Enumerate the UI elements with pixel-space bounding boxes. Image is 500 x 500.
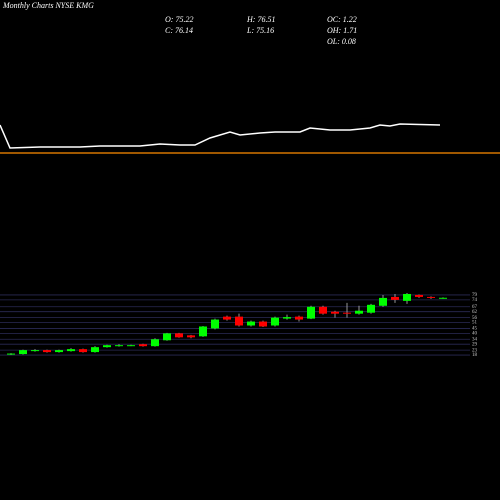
y-tick-label: 18 <box>472 353 478 358</box>
candle-body <box>343 312 351 314</box>
candle-body <box>31 350 39 352</box>
candle-body <box>115 345 123 347</box>
candle-body <box>439 297 447 299</box>
ohlc-info: L: 75.16 <box>246 26 274 35</box>
candle-body <box>319 306 327 314</box>
ohlc-info: O: 75.22 <box>165 15 193 24</box>
y-tick-label: 67 <box>472 305 478 310</box>
ohlc-info: OH: 1.71 <box>327 26 357 35</box>
y-tick-label: 23 <box>472 348 478 353</box>
candle-body <box>223 316 231 320</box>
y-tick-label: 45 <box>472 327 478 332</box>
ohlc-info: OL: 0.08 <box>327 37 356 46</box>
candle-body <box>367 304 375 313</box>
candle-body <box>391 296 399 300</box>
y-tick-label: 74 <box>472 298 478 303</box>
y-tick-label: 29 <box>472 342 478 347</box>
y-tick-label: 34 <box>472 337 478 342</box>
candle-body <box>7 353 15 355</box>
y-tick-label: 62 <box>472 310 478 315</box>
candle-body <box>235 316 243 326</box>
candle-body <box>271 317 279 326</box>
candle-body <box>259 321 267 327</box>
candle-body <box>67 349 75 352</box>
candle-body <box>55 350 63 353</box>
y-tick-label: 79 <box>472 293 478 298</box>
candle-body <box>79 349 87 353</box>
price-line <box>0 123 441 149</box>
candle-body <box>199 326 207 337</box>
candle-body <box>307 306 315 319</box>
candle-body <box>127 345 135 347</box>
chart-title: Monthly Charts NYSE KMG <box>2 1 94 10</box>
candle-body <box>211 319 219 329</box>
ohlc-info: H: 76.51 <box>246 15 275 24</box>
candle-body <box>175 333 183 338</box>
candle-body <box>355 310 363 314</box>
candle-body <box>283 317 291 319</box>
candle-body <box>415 294 423 297</box>
ohlc-info: OC: 1.22 <box>327 15 357 24</box>
candle-body <box>43 350 51 353</box>
candle-body <box>151 339 159 347</box>
candle-body <box>91 347 99 353</box>
y-tick-label: 51 <box>472 321 478 326</box>
candle-body <box>247 321 255 326</box>
y-tick-label: 40 <box>472 332 478 337</box>
candle-body <box>403 293 411 301</box>
candle-body <box>379 297 387 306</box>
candle-body <box>103 345 111 348</box>
candle-body <box>331 311 339 314</box>
ohlc-info: C: 76.14 <box>165 26 193 35</box>
candle-body <box>139 344 147 347</box>
candle-body <box>295 316 303 320</box>
candle-body <box>427 296 435 298</box>
candle-body <box>19 350 27 355</box>
candle-body <box>163 333 171 341</box>
y-tick-label: 56 <box>472 316 478 321</box>
candle-body <box>187 335 195 338</box>
